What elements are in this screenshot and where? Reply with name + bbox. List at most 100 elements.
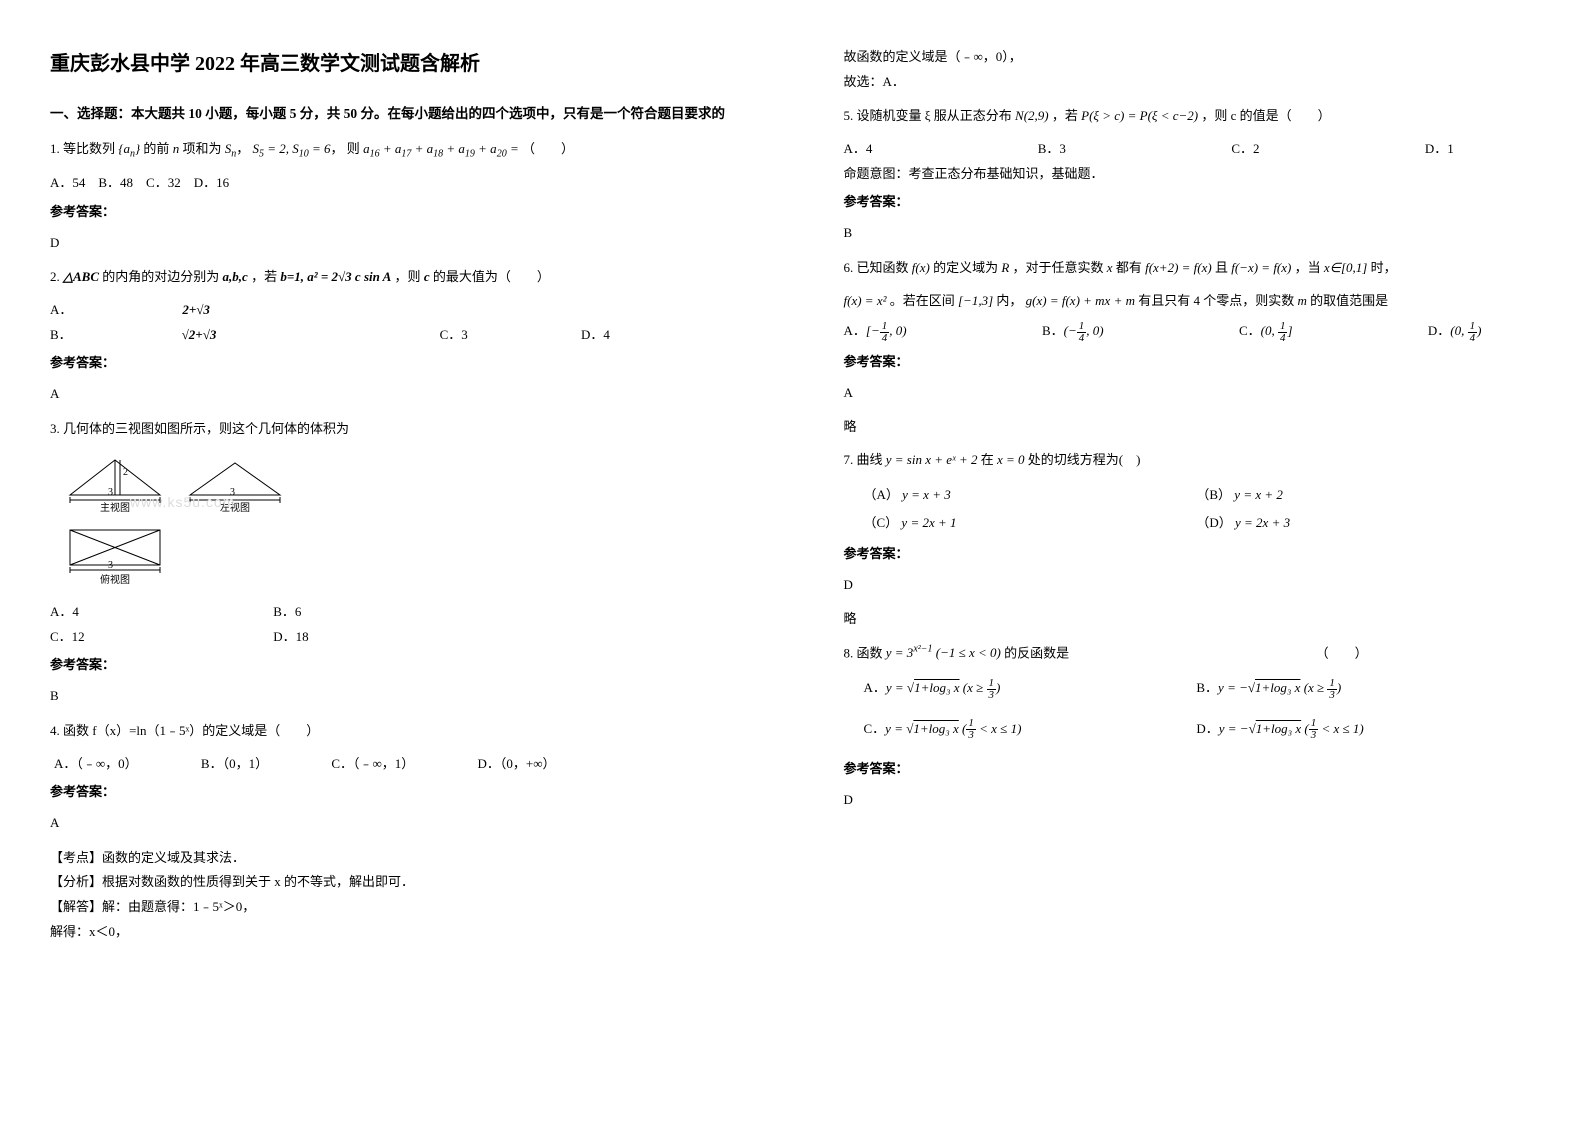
q8-a: 8. 函数	[844, 645, 883, 660]
q6-exp: 略	[844, 415, 1538, 440]
q7-B-lbl: （B）	[1196, 487, 1231, 502]
q1-stem-b: 的前	[143, 141, 169, 156]
q2-c: ，若	[251, 269, 277, 284]
q4-cont1: 故函数的定义域是（﹣∞，0），	[844, 45, 1538, 70]
q5-C: C．2	[1231, 137, 1259, 162]
q2-C: C．3	[440, 323, 468, 348]
q6-dom: x∈[0,1]	[1324, 260, 1367, 275]
q4-cont2: 故选：A．	[844, 70, 1538, 95]
q6-R: R	[1001, 260, 1009, 275]
q7-curve: y = sin x + eˣ + 2	[886, 452, 978, 467]
q6-a: 6. 已知函数	[844, 260, 909, 275]
q8-D: D．y = −√1+log₃ x (13 < x ≤ 1)	[1176, 715, 1509, 744]
q1-expr: a16 + a17 + a18 + a19 + a20 =	[363, 141, 519, 156]
q7-D-eq: y = 2x + 3	[1235, 515, 1290, 530]
q2-D: D．4	[581, 323, 610, 348]
q4-options: A．（﹣∞，0） B．（0，1） C．（﹣∞，1） D．（0，+∞）	[54, 752, 744, 777]
q6-C: C．(0, 14]	[1239, 319, 1293, 344]
q1-ans: D	[50, 231, 744, 256]
q5-dist: N(2,9)	[1015, 108, 1049, 123]
q1-stem-d: 则	[347, 141, 360, 156]
q6-l2b: 内，	[996, 293, 1022, 308]
watermark: www.ks5u.com	[130, 489, 235, 516]
q4-D: D．（0，+∞）	[478, 752, 556, 777]
q7-x0: x = 0	[997, 452, 1025, 467]
q4-exp1: 【考点】函数的定义域及其求法．	[50, 846, 744, 871]
question-1: 1. 等比数列 {an} 的前 n 项和为 Sn， S5 = 2, S10 = …	[50, 137, 744, 164]
question-7: 7. 曲线 y = sin x + eˣ + 2 在 x = 0 处的切线方程为…	[844, 448, 1538, 473]
q6-l2c: 有且只有 4 个零点，则实数	[1138, 293, 1294, 308]
q4-ans-label: 参考答案：	[50, 780, 744, 805]
question-5: 5. 设随机变量 ξ 服从正态分布 N(2,9) ，若 P(ξ > c) = P…	[844, 104, 1538, 129]
q3-C: C．12	[50, 625, 270, 650]
page-title: 重庆彭水县中学 2022 年高三数学文测试题含解析	[50, 45, 744, 83]
q2-b: 的内角的对边分别为	[102, 269, 219, 284]
q6-d: 都有	[1116, 260, 1142, 275]
q4-A: A．（﹣∞，0）	[54, 752, 138, 777]
q5-ans-label: 参考答案：	[844, 190, 1538, 215]
q4-ans: A	[50, 811, 744, 836]
diagram-label-top: 俯视图	[100, 573, 130, 585]
q1-options: A．54 B．48 C．32 D．16	[50, 171, 744, 196]
q8-A: A．y = √1+log₃ x (x ≥ 13)	[844, 674, 1177, 703]
q5-note: 命题意图：考查正态分布基础知识，基础题．	[844, 162, 1538, 187]
q7-D-lbl: （D）	[1196, 515, 1231, 530]
q7-ans: D	[844, 573, 1538, 598]
q6-fsq: f(x) = x²	[844, 293, 887, 308]
q1-sn: Sn	[225, 141, 237, 156]
q6-g2: g(x) = f(x) + mx + m	[1026, 293, 1135, 308]
q2-A-label: A．	[50, 298, 72, 323]
question-2: 2. △ABC 的内角的对边分别为 a,b,c ，若 b=1, a² = 2√3…	[50, 265, 744, 290]
q5-options: A．4 B．3 C．2 D．1	[844, 137, 1454, 162]
q1-stem-c: 项和为	[182, 141, 221, 156]
q2-d: ，则	[395, 269, 421, 284]
q6-g: 时，	[1371, 260, 1397, 275]
q4-C: C．（﹣∞，1）	[331, 752, 414, 777]
q6-D: D．(0, 14)	[1428, 319, 1482, 344]
q7-A: （A） y = x + 3	[844, 481, 1177, 510]
q4-exp3: 【解答】解：由题意得：1﹣5ˣ＞0，	[50, 895, 744, 920]
q1-opts-all: A．54 B．48 C．32 D．16	[50, 171, 229, 196]
q1-n: n	[173, 141, 180, 156]
q3-ans-label: 参考答案：	[50, 653, 744, 678]
q2-A: A． 2+√3	[50, 298, 320, 323]
three-view-diagram: 主视图 3 2 左视图 3 俯视图 3	[60, 455, 310, 585]
q1-ans-label: 参考答案：	[50, 200, 744, 225]
left-column: 重庆彭水县中学 2022 年高三数学文测试题含解析 一、选择题：本大题共 10 …	[0, 0, 794, 1122]
q8-c: （ ）	[1316, 645, 1368, 660]
q7-A-eq: y = x + 3	[902, 487, 951, 502]
q6-even: f(−x) = f(x)	[1231, 260, 1291, 275]
q7-D: （D） y = 2x + 3	[1176, 509, 1509, 538]
q6-A: A．[−14, 0)	[844, 319, 907, 344]
q8-options: A．y = √1+log₃ x (x ≥ 13) B．y = −√1+log₃ …	[844, 674, 1538, 743]
question-4-stem: 4. 函数 f（x）=ln（1﹣5ˣ）的定义域是（ ）	[50, 719, 744, 744]
svg-text:3: 3	[108, 487, 113, 498]
q2-abc: a,b,c	[223, 269, 248, 284]
q2-B: B．√2+√3	[50, 323, 326, 348]
q5-A: A．4	[844, 137, 873, 162]
q7-C-eq: y = 2x + 1	[901, 515, 956, 530]
q5-c: ，则 c 的值是（ ）	[1201, 108, 1330, 123]
q5-B: B．3	[1038, 137, 1066, 162]
svg-text:2: 2	[123, 467, 128, 478]
q1-stem-a: 1. 等比数列	[50, 141, 115, 156]
q2-cvar: c	[424, 269, 430, 284]
q5-prob: P(ξ > c) = P(ξ < c−2)	[1081, 108, 1198, 123]
q7-ans-label: 参考答案：	[844, 542, 1538, 567]
q6-l2d: 的取值范围是	[1310, 293, 1388, 308]
q4-exp4: 解得：x＜0，	[50, 920, 744, 945]
q7-options: （A） y = x + 3 （B） y = x + 2 （C） y = 2x +…	[844, 481, 1538, 538]
q2-B-label: B．	[50, 323, 72, 348]
section-header: 一、选择题：本大题共 10 小题，每小题 5 分，共 50 分。在每小题给出的四…	[50, 101, 744, 127]
q3-D: D．18	[273, 629, 308, 644]
q4-exp2: 【分析】根据对数函数的性质得到关于 x 的不等式，解出即可．	[50, 870, 744, 895]
q2-A-val: 2+√3	[182, 298, 210, 323]
q7-a: 7. 曲线	[844, 452, 883, 467]
right-column: 故函数的定义域是（﹣∞，0）， 故选：A． 5. 设随机变量 ξ 服从正态分布 …	[794, 0, 1587, 1122]
q3-ans: B	[50, 684, 744, 709]
q2-ans-label: 参考答案：	[50, 351, 744, 376]
q8-C: C．y = √1+log₃ x (13 < x ≤ 1)	[844, 715, 1177, 744]
q2-cond: b=1, a² = 2√3 c sin A	[280, 269, 391, 284]
q2-e: 的最大值为（ ）	[433, 269, 550, 284]
q6-l2a: 。若在区间	[890, 293, 955, 308]
